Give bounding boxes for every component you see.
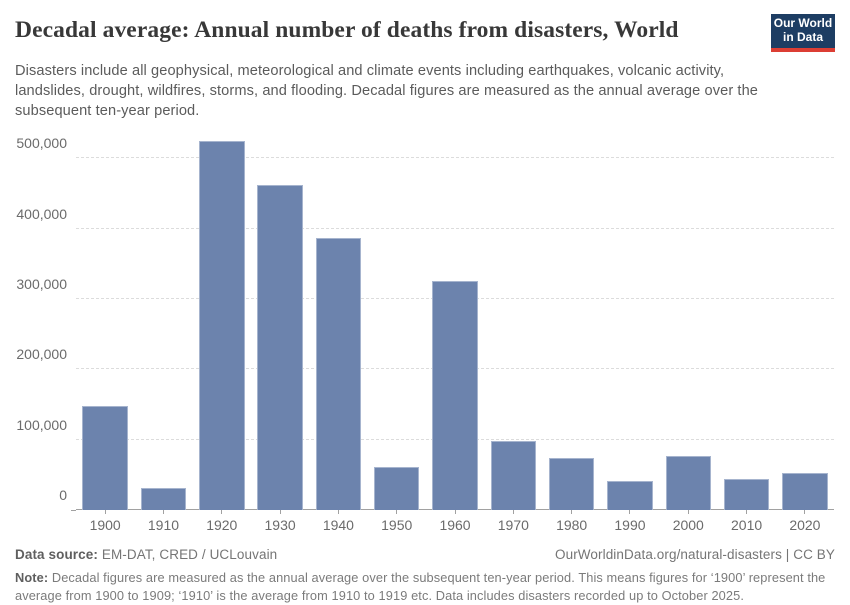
- x-tick: [162, 510, 164, 515]
- x-tick: [221, 510, 223, 515]
- x-band: 1990: [601, 510, 659, 533]
- owid-logo[interactable]: Our World in Data: [771, 14, 835, 52]
- bar-1960[interactable]: [432, 281, 478, 511]
- bar-1980[interactable]: [548, 457, 595, 511]
- x-tick: [687, 510, 689, 515]
- x-tick-label: 2010: [731, 517, 763, 534]
- x-tick-label: 2000: [672, 517, 704, 534]
- bar-band: [193, 133, 251, 511]
- bar-band: [134, 133, 192, 511]
- chart-subtitle: Disasters include all geophysical, meteo…: [15, 63, 759, 120]
- bar-1900[interactable]: [82, 406, 128, 511]
- x-tick: [104, 510, 106, 515]
- bar-band: [76, 133, 134, 511]
- x-tick: [396, 510, 398, 515]
- x-tick-label: 1950: [381, 517, 413, 534]
- bar-1990[interactable]: [607, 480, 653, 511]
- x-tick: [746, 510, 748, 515]
- x-band: 1900: [76, 510, 134, 533]
- x-band: 1970: [484, 510, 542, 533]
- x-tick: [454, 510, 456, 515]
- y-tick-label: 200,000: [16, 346, 67, 363]
- gridline: [76, 227, 834, 229]
- chart-title: Decadal average: Annual number of deaths…: [15, 17, 679, 43]
- x-axis: 1900 1910 1920 1930 1940 1950 1960 1970 1980 1990…: [76, 510, 834, 533]
- gridline: [76, 157, 834, 159]
- logo-line-1: Our World: [773, 16, 833, 31]
- bar-1970[interactable]: [490, 441, 537, 511]
- logo-line-2: in Data: [782, 30, 823, 44]
- data-source: Data source: EM-DAT, CRED / UCLouvain: [15, 547, 277, 562]
- x-tick-label: 1990: [614, 517, 646, 534]
- bar-1910[interactable]: [140, 487, 187, 511]
- x-tick: [571, 510, 573, 515]
- y-tick-label: 100,000: [16, 416, 67, 433]
- source-row: Data source: EM-DAT, CRED / UCLouvain Ou…: [15, 547, 835, 562]
- x-band: 1930: [251, 510, 309, 533]
- chart-note: Note: Decadal figures are measured as th…: [15, 569, 835, 604]
- x-band: 2020: [776, 510, 834, 533]
- x-band: 1950: [368, 510, 426, 533]
- bar-band: [309, 133, 367, 511]
- bar-band: [776, 133, 834, 511]
- bars-row: [76, 133, 834, 511]
- owid-attribution-link[interactable]: OurWorldinData.org/natural-disasters | C…: [554, 547, 835, 563]
- bar-band: [601, 133, 659, 511]
- data-source-value: EM-DAT, CRED / UCLouvain: [97, 547, 278, 563]
- bar-1950[interactable]: [373, 467, 420, 511]
- bar-band: [426, 133, 484, 511]
- bar-band: [251, 133, 309, 511]
- x-band: 2010: [717, 510, 775, 533]
- bar-2000[interactable]: [665, 456, 712, 511]
- x-tick-label: 1910: [147, 517, 180, 534]
- bar-band: [543, 133, 601, 511]
- bar-chart: 0 100,000 200,000 300,000 400,000 500,000 190…: [15, 133, 835, 533]
- x-tick-label: 1930: [264, 517, 296, 534]
- x-tick: [512, 510, 514, 515]
- bar-band: [659, 133, 717, 511]
- x-tick: [279, 510, 281, 515]
- bar-band: [717, 133, 775, 511]
- x-tick-label: 1980: [556, 517, 588, 534]
- x-band: 1920: [193, 510, 251, 533]
- x-band: 1940: [309, 510, 367, 533]
- x-tick-label: 1970: [497, 517, 529, 534]
- y-tick-label: 0: [59, 487, 67, 504]
- note-text: Decadal figures are measured as the annu…: [15, 570, 826, 604]
- header: Decadal average: Annual number of deaths…: [15, 14, 835, 52]
- x-tick-label: 2020: [789, 517, 821, 534]
- x-tick-label: 1900: [89, 517, 121, 534]
- x-tick-label: 1940: [322, 517, 354, 534]
- bar-1940[interactable]: [315, 238, 362, 511]
- x-tick: [337, 510, 339, 515]
- footer: Data source: EM-DAT, CRED / UCLouvain Ou…: [15, 547, 835, 604]
- x-band: 1910: [134, 510, 192, 533]
- bar-band: [368, 133, 426, 511]
- bar-1930[interactable]: [257, 184, 303, 511]
- x-tick-label: 1960: [439, 517, 471, 534]
- x-tick: [804, 510, 806, 515]
- y-tick-label: 300,000: [16, 275, 67, 292]
- y-tick-label: 500,000: [16, 135, 67, 152]
- y-tick-label: 400,000: [16, 205, 67, 222]
- bar-1920[interactable]: [199, 141, 245, 511]
- bar-2010[interactable]: [723, 479, 770, 511]
- x-band: 1980: [543, 510, 601, 533]
- bar-band: [484, 133, 542, 511]
- x-band: 2000: [659, 510, 717, 533]
- data-source-label: Data source:: [15, 547, 98, 563]
- note-label: Note:: [15, 570, 49, 586]
- y-zero-tick: [71, 510, 76, 512]
- x-tick: [629, 510, 631, 515]
- plot-area: 0 100,000 200,000 300,000 400,000 500,000: [16, 133, 834, 512]
- x-band: 1960: [426, 510, 484, 533]
- bar-2020[interactable]: [782, 473, 828, 511]
- x-tick-label: 1920: [206, 517, 238, 534]
